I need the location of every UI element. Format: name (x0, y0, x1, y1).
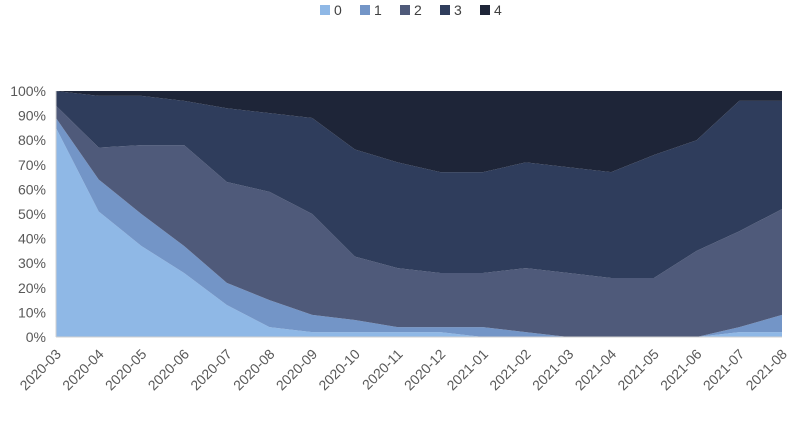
legend-label: 1 (374, 2, 382, 18)
legend-item-1: 1 (360, 2, 382, 18)
y-tick-label: 30% (18, 255, 46, 271)
x-tick-label: 2020-07 (187, 346, 235, 394)
x-tick-label: 2020-05 (102, 346, 150, 394)
x-tick-label: 2021-04 (572, 346, 620, 394)
area-series-4 (56, 91, 782, 173)
area-series-0 (56, 127, 782, 338)
y-tick-label: 90% (18, 108, 46, 124)
y-axis: 0% 10% 20% 30% 40% 50% 60% 70% 80% 90% 100% (10, 83, 57, 345)
x-tick-label: 2021-08 (742, 346, 790, 394)
legend: 0 1 2 3 4 (320, 2, 502, 18)
y-tick-label: 0% (26, 329, 46, 345)
x-tick-label: 2020-04 (59, 346, 107, 394)
y-tick-label: 20% (18, 280, 46, 296)
y-tick-label: 60% (18, 181, 46, 197)
y-tick-label: 40% (18, 231, 46, 247)
y-tick-label: 50% (18, 206, 46, 222)
x-tick-label: 2021-03 (529, 346, 577, 394)
x-tick-label: 2021-06 (657, 346, 705, 394)
y-tick-label: 100% (10, 83, 46, 99)
x-tick-label: 2021-02 (486, 346, 534, 394)
legend-swatch (320, 5, 330, 15)
legend-label: 0 (334, 2, 342, 18)
x-tick-label: 2021-07 (700, 346, 748, 394)
legend-swatch (400, 5, 410, 15)
x-tick-label: 2020-08 (230, 346, 278, 394)
legend-label: 3 (454, 2, 462, 18)
legend-item-2: 2 (400, 2, 422, 18)
x-tick-label: 2021-01 (443, 346, 491, 394)
x-tick-label: 2021-05 (614, 346, 662, 394)
y-tick-label: 80% (18, 132, 46, 148)
legend-item-3: 3 (440, 2, 462, 18)
plot-area (56, 91, 782, 338)
x-axis: 2020-032020-042020-052020-062020-072020-… (16, 336, 790, 394)
x-tick-label: 2020-11 (359, 346, 406, 393)
y-tick-label: 10% (18, 304, 46, 320)
legend-swatch (480, 5, 490, 15)
x-tick-label: 2020-09 (273, 346, 321, 394)
area-series-3 (56, 91, 782, 278)
area-series-2 (56, 105, 782, 337)
legend-swatch (360, 5, 370, 15)
x-tick-label: 2020-06 (145, 346, 193, 394)
legend-swatch (440, 5, 450, 15)
legend-item-4: 4 (480, 2, 502, 18)
legend-label: 4 (494, 2, 502, 18)
x-tick-label: 2020-10 (315, 346, 363, 394)
legend-item-0: 0 (320, 2, 342, 18)
x-tick-label: 2020-12 (401, 346, 449, 394)
legend-label: 2 (414, 2, 422, 18)
y-tick-label: 70% (18, 157, 46, 173)
x-tick-label: 2020-03 (16, 346, 64, 394)
